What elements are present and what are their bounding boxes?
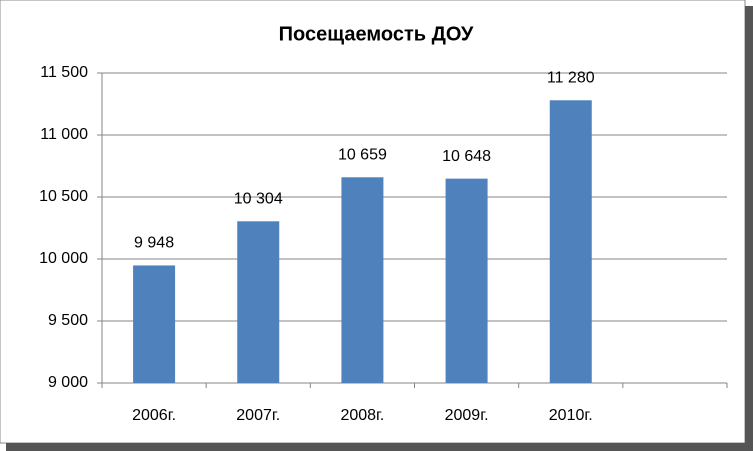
y-tick-label: 10 500 bbox=[39, 188, 88, 205]
bar bbox=[237, 221, 280, 383]
chart-title: Посещаемость ДОУ bbox=[279, 23, 474, 45]
x-tick-label: 2008г. bbox=[340, 407, 384, 424]
data-label: 9 948 bbox=[134, 235, 174, 252]
frame-shadow bbox=[6, 443, 753, 451]
x-tick-label: 2009г. bbox=[445, 407, 489, 424]
bar bbox=[341, 177, 384, 383]
frame-shadow bbox=[745, 6, 753, 451]
data-label: 11 280 bbox=[547, 69, 595, 86]
x-tick-label: 2006г. bbox=[132, 407, 176, 424]
x-tick-label: 2010г. bbox=[549, 407, 593, 424]
x-tick-label: 2007г. bbox=[236, 407, 280, 424]
data-label: 10 659 bbox=[338, 147, 387, 164]
y-tick-label: 11 500 bbox=[40, 64, 88, 81]
y-tick-label: 9 500 bbox=[48, 312, 88, 329]
data-label: 10 648 bbox=[442, 148, 491, 165]
bar bbox=[445, 178, 488, 383]
data-label: 10 304 bbox=[234, 191, 283, 208]
bar bbox=[133, 265, 176, 383]
bar bbox=[549, 100, 592, 383]
y-tick-label: 10 000 bbox=[39, 250, 88, 267]
y-tick-label: 11 000 bbox=[40, 126, 88, 143]
y-tick-label: 9 000 bbox=[48, 374, 88, 391]
